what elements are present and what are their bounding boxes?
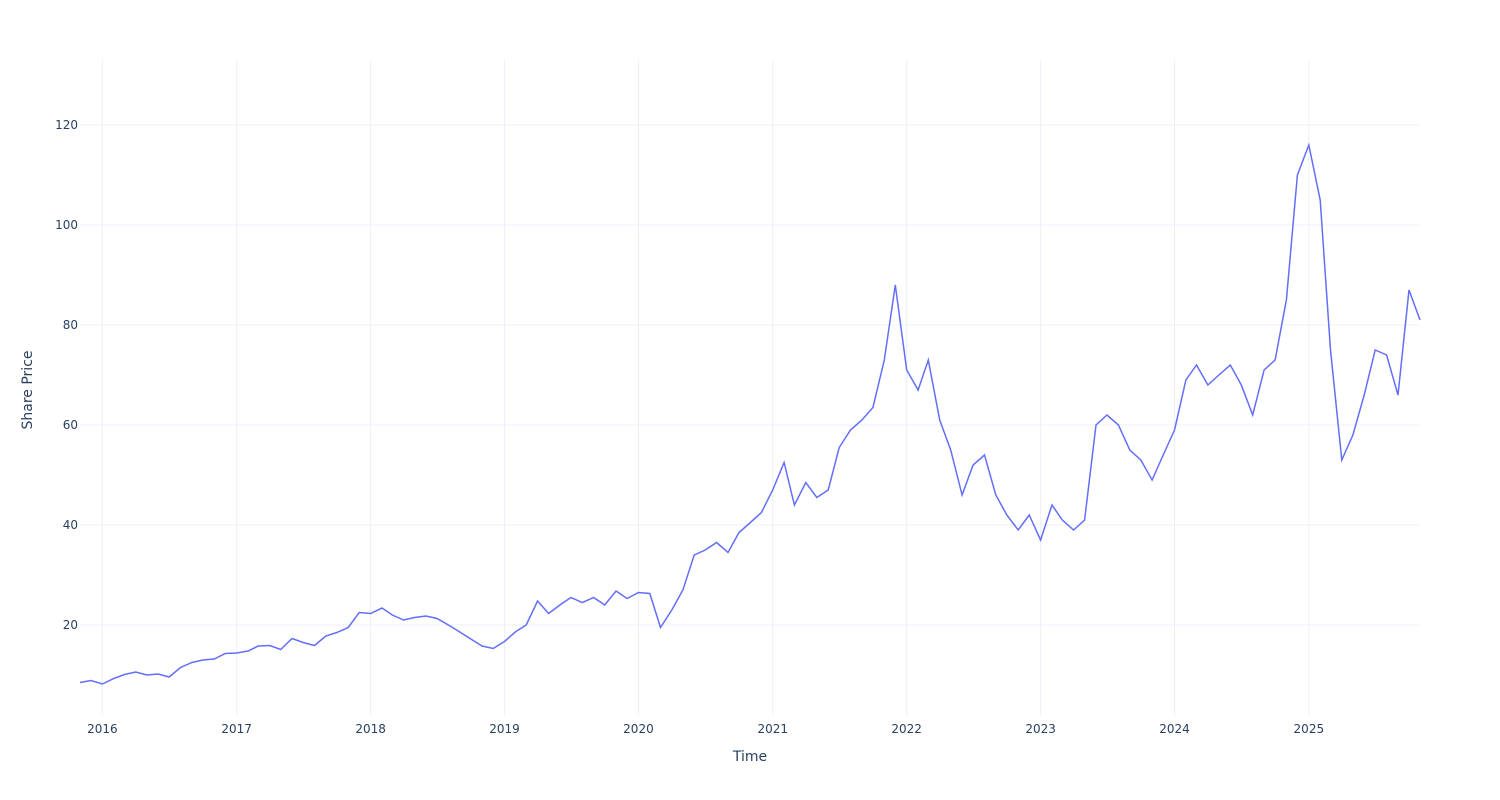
x-tick-label: 2017 xyxy=(221,722,252,736)
share-price-series-line xyxy=(79,142,1421,685)
tick-labels: 2016 2017 2018 2019 2020 2021 2022 2023 2024 2025… xyxy=(55,118,1324,736)
x-tick-label: 2025 xyxy=(1294,722,1325,736)
x-tick-label: 2021 xyxy=(757,722,788,736)
x-tick-label: 2023 xyxy=(1025,722,1056,736)
x-tick-label: 2022 xyxy=(891,722,922,736)
x-tick-label: 2024 xyxy=(1159,722,1190,736)
x-tick-label: 2020 xyxy=(623,722,654,736)
y-tick-label: 40 xyxy=(63,518,78,532)
y-tick-label: 80 xyxy=(63,318,78,332)
y-tick-label: 20 xyxy=(63,618,78,632)
y-tick-label: 120 xyxy=(55,118,78,132)
x-tick-label: 2019 xyxy=(489,722,520,736)
y-tick-label: 100 xyxy=(55,218,78,232)
gridlines xyxy=(80,60,1420,715)
x-axis-title: Time xyxy=(732,749,767,765)
y-axis-title: Share Price xyxy=(20,350,36,429)
x-tick-label: 2016 xyxy=(87,722,118,736)
y-tick-label: 60 xyxy=(63,418,78,432)
x-tick-label: 2018 xyxy=(355,722,386,736)
